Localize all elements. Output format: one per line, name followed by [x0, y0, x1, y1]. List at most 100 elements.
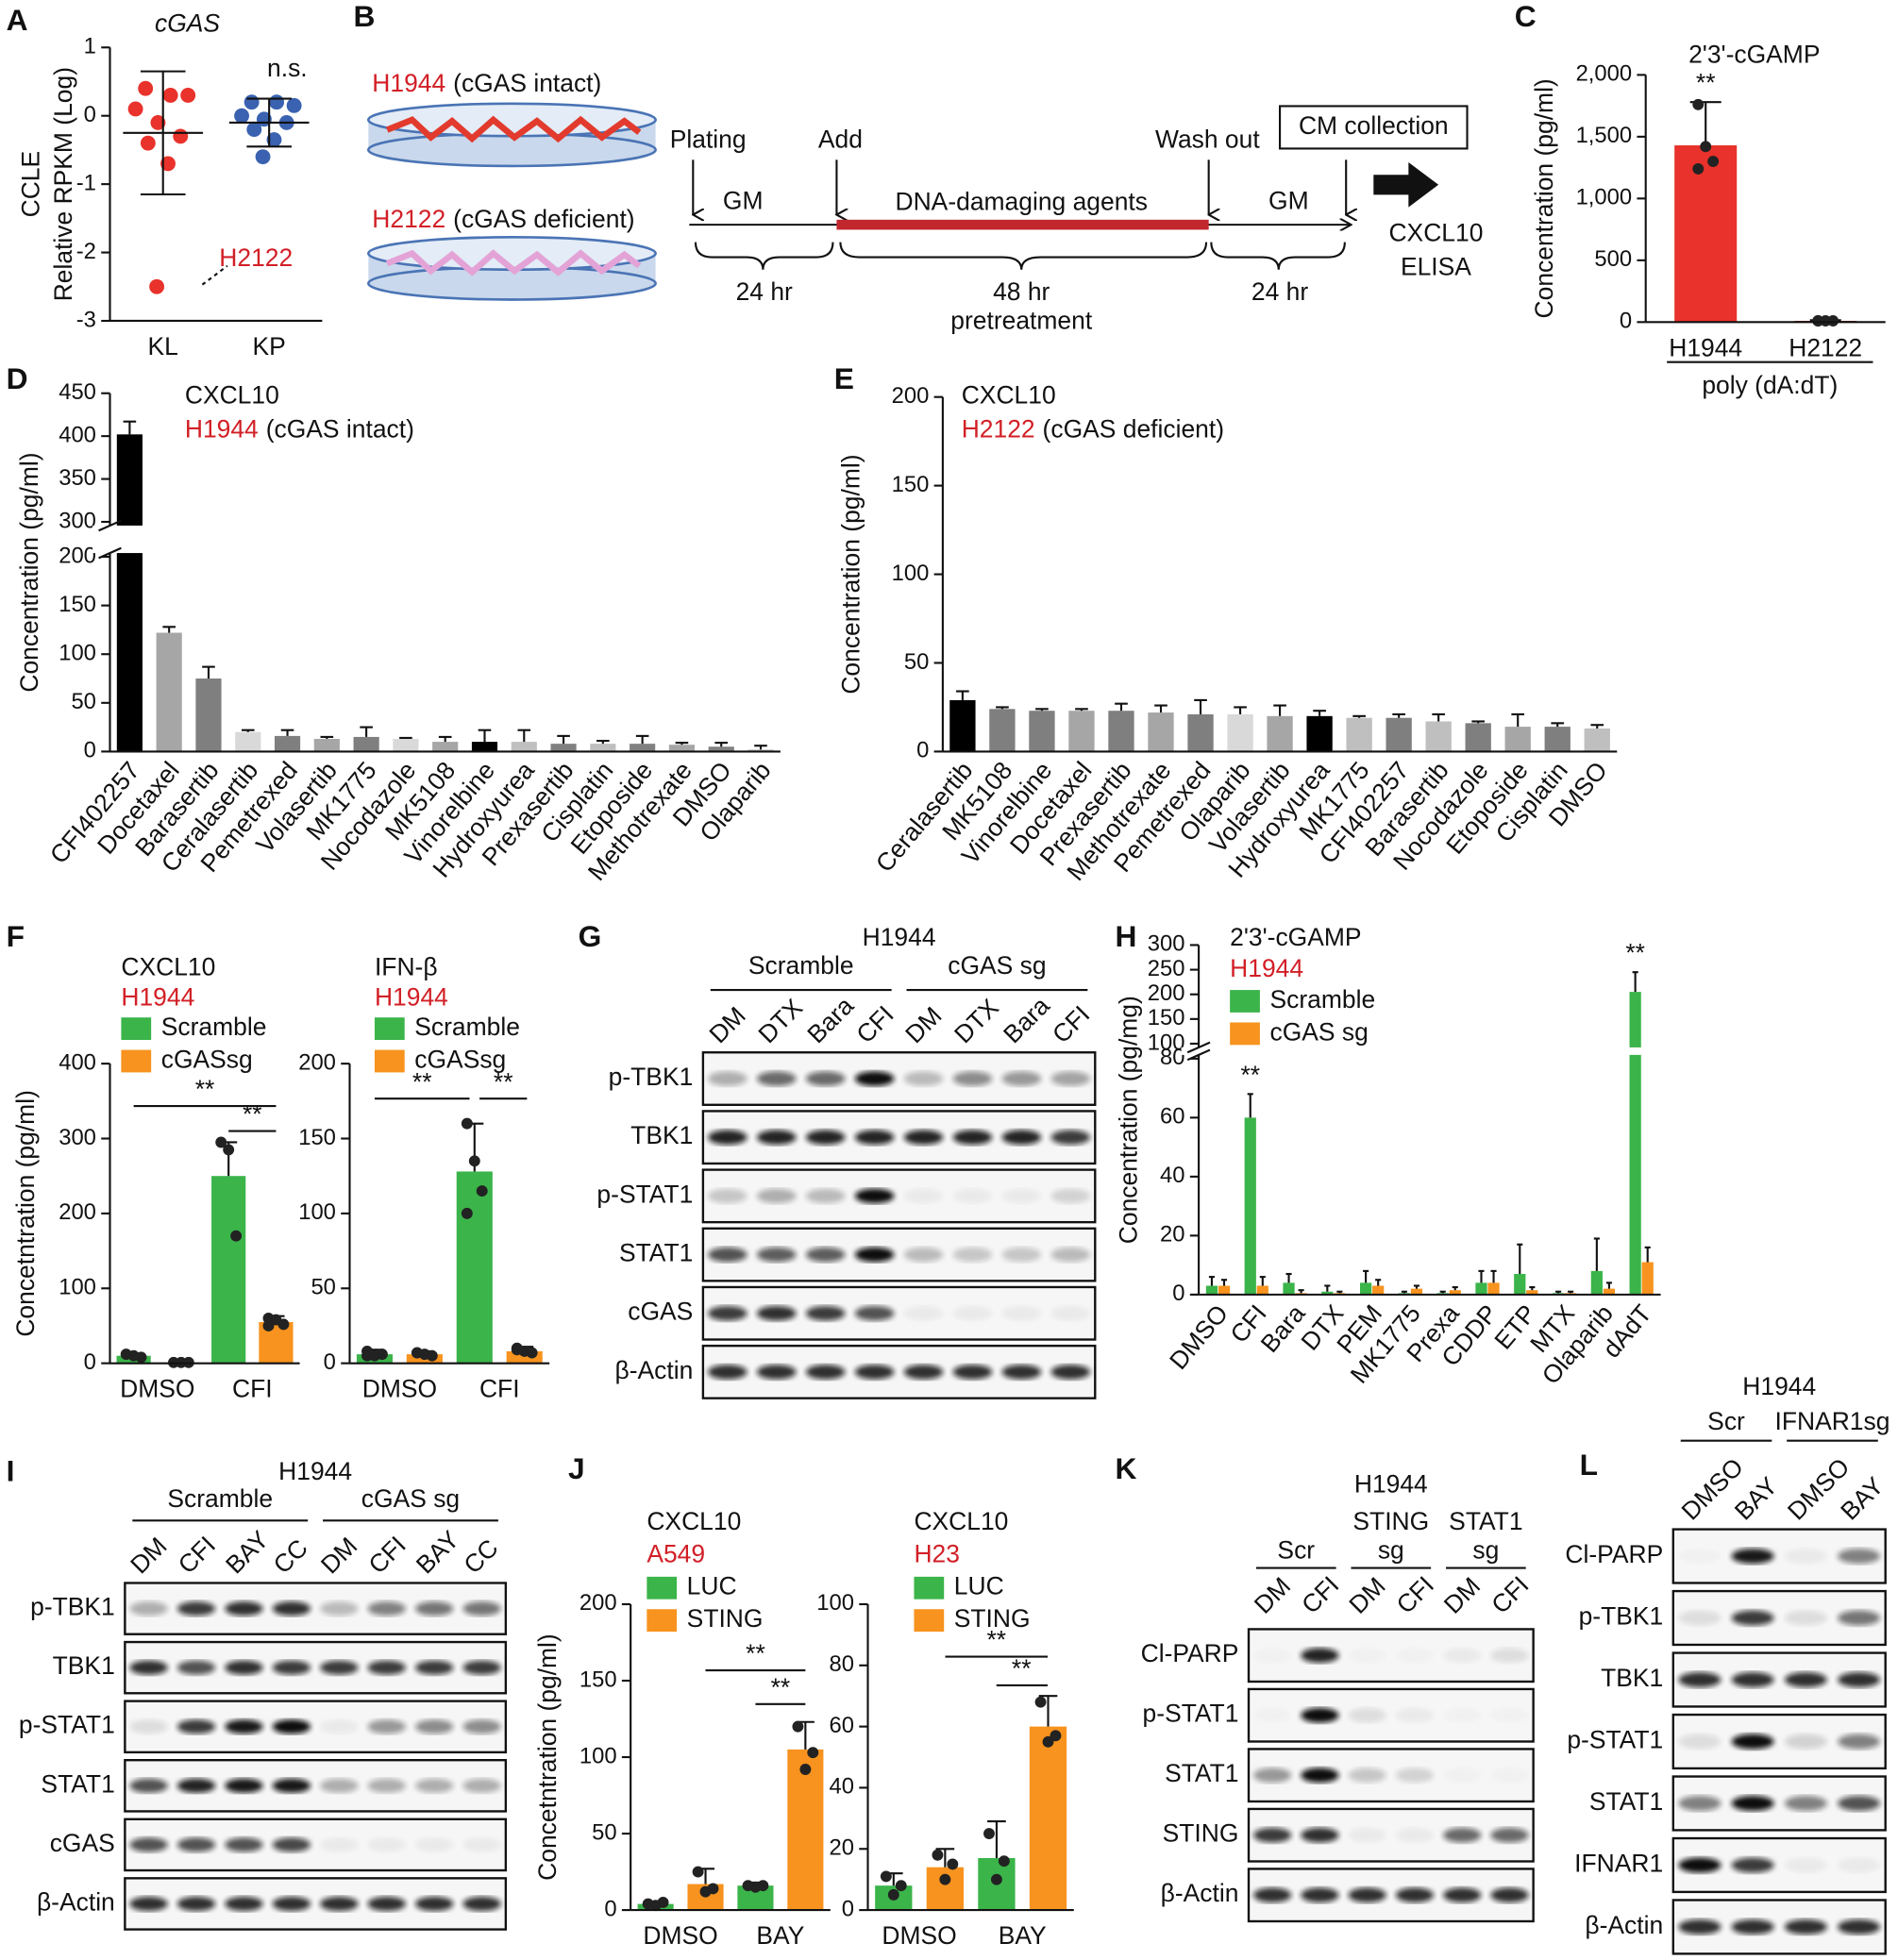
bar: [432, 742, 459, 752]
data-point: [998, 1855, 1010, 1868]
data-point: [932, 1849, 944, 1861]
x-tick-label: BAY: [999, 1921, 1047, 1950]
data-point: [215, 1136, 227, 1148]
data-point: [173, 128, 189, 144]
y-tick-label: 350: [59, 465, 96, 491]
legend-swatch: [1230, 990, 1260, 1013]
band: [225, 1719, 263, 1734]
y-tick-label: 150: [1148, 1005, 1185, 1030]
bar: [1029, 711, 1055, 752]
band: [272, 1896, 311, 1912]
legend-swatch: [647, 1609, 678, 1633]
band: [415, 1896, 454, 1912]
axis-break: [92, 525, 781, 554]
band: [1253, 1648, 1291, 1663]
panel-letter: J: [568, 1451, 585, 1485]
cells: [385, 249, 642, 276]
y-axis-label: Relative RPKM (Log): [49, 67, 77, 301]
band: [805, 1247, 846, 1263]
band: [176, 1837, 216, 1852]
data-point: [1707, 156, 1720, 168]
annotation: **: [771, 1673, 791, 1701]
data-point: [476, 1185, 488, 1198]
panel-letter: F: [7, 919, 25, 953]
data-point: [138, 80, 154, 96]
lane-label: CFI: [1296, 1570, 1344, 1618]
y-tick-label: 300: [1148, 931, 1185, 957]
lane-label: DTX: [949, 993, 1004, 1048]
row-label: Cl-PARP: [1565, 1540, 1663, 1568]
data-point: [1034, 1696, 1047, 1708]
band: [1396, 1648, 1434, 1663]
annotation-line: [201, 264, 228, 286]
data-point: [135, 1351, 147, 1364]
band: [1784, 1549, 1827, 1564]
band: [854, 1365, 895, 1380]
group-label: Scramble: [167, 1484, 273, 1513]
band: [757, 1247, 797, 1263]
band: [1678, 1610, 1722, 1626]
band: [1395, 1887, 1435, 1902]
band: [176, 1660, 216, 1675]
data-point: [140, 135, 156, 151]
legend-swatch: [121, 1017, 152, 1041]
y-tick-label: 50: [71, 689, 95, 714]
data-point: [255, 149, 271, 165]
bar: [1603, 1288, 1616, 1295]
group-label: STING: [1352, 1507, 1429, 1535]
band: [1443, 1708, 1481, 1723]
band: [708, 1365, 747, 1380]
cell-line: H1944: [863, 923, 936, 951]
duration: 24 hr: [1251, 277, 1308, 306]
data-point: [799, 1764, 812, 1775]
band: [1784, 1610, 1827, 1626]
data-point: [1042, 1735, 1054, 1748]
y-tick-label: 100: [1148, 1030, 1185, 1055]
band: [757, 1188, 797, 1204]
annotation: **: [1240, 1061, 1260, 1089]
cell-text: H2122 (cGAS deficient): [372, 205, 634, 233]
lane-label: DM: [125, 1532, 172, 1579]
band: [367, 1601, 406, 1617]
annotation: **: [1696, 69, 1716, 97]
row-label: β-Actin: [37, 1887, 115, 1916]
treatment-bar: [836, 219, 1209, 230]
chart-subtitle: H1944: [121, 982, 194, 1011]
step-label: CM collection: [1299, 111, 1449, 140]
blot-frame: [1247, 1807, 1535, 1863]
band: [903, 1305, 944, 1321]
band: [708, 1188, 747, 1204]
band: [320, 1778, 359, 1793]
data-point: [1700, 141, 1712, 153]
band: [225, 1601, 263, 1617]
bar: [1227, 713, 1253, 752]
legend-swatch: [914, 1609, 945, 1633]
cell-line: H1944: [278, 1457, 352, 1485]
band: [1001, 1365, 1042, 1380]
panel-letter: C: [1515, 0, 1537, 33]
legend-label: Scramble: [1269, 985, 1375, 1014]
group-label: cGAS sg: [948, 951, 1046, 980]
row-label: cGAS: [628, 1298, 693, 1326]
band: [1443, 1827, 1482, 1843]
bar: [1267, 715, 1293, 752]
band: [1301, 1767, 1339, 1783]
readout: ELISA: [1401, 252, 1471, 280]
band: [1301, 1827, 1339, 1843]
data-point: [234, 108, 249, 124]
row-label: p-STAT1: [19, 1711, 115, 1739]
row-label: p-TBK1: [1579, 1602, 1664, 1631]
band: [415, 1719, 454, 1734]
band: [1050, 1305, 1091, 1321]
y-tick-label: 200: [1148, 980, 1185, 1006]
band: [952, 1071, 993, 1086]
annotation: **: [195, 1075, 215, 1103]
bar: [708, 746, 734, 752]
chart-title: CXCL10: [121, 953, 215, 981]
data-point: [162, 88, 178, 103]
x-tick-label: DMSO: [362, 1375, 437, 1403]
legend-label: cGASsg: [414, 1045, 506, 1073]
cell-line: H1944: [1354, 1469, 1428, 1498]
lane-label: DM: [704, 1001, 751, 1048]
